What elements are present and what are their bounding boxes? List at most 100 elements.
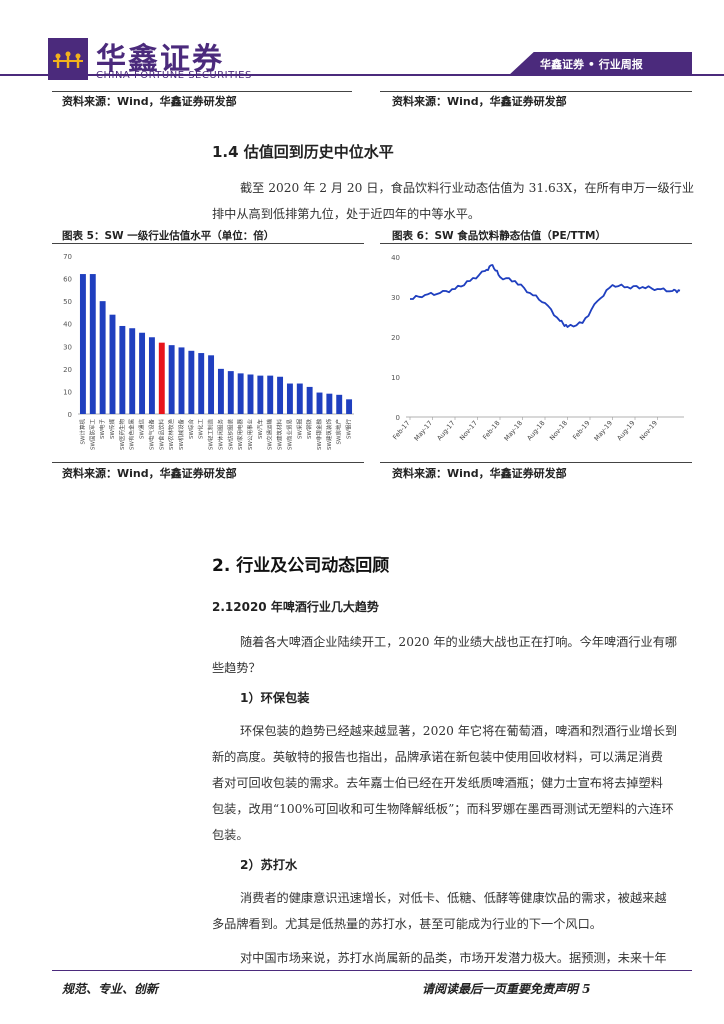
x-tick-label: May-18 <box>503 419 525 442</box>
source-note-left: 资料来源：Wind，华鑫证券研发部 <box>62 95 237 108</box>
figure-6-title: 图表 6：SW 食品饮料静态估值（PE/TTM） <box>392 230 606 242</box>
paragraph-line: 随着各大啤酒企业陆续开工，2020 年的业绩大战也正在打响。今年啤酒行业有哪 <box>240 635 678 649</box>
paragraph-line: 对中国市场来说，苏打水尚属新的品类，市场开发潜力极大。据预测，未来十年 <box>240 951 667 965</box>
x-tick-label: Feb-19 <box>571 419 591 441</box>
bar <box>158 342 165 414</box>
x-tick-label: SW商业贸易 <box>285 419 293 450</box>
paragraph-line: 截至 2020 年 2 月 20 日，食品饮料行业动态估值为 31.63X，在所… <box>240 181 695 195</box>
x-tick-label: Aug-19 <box>615 419 636 442</box>
bar <box>227 371 234 414</box>
paragraph-line: 包装，改用“100%可回收和可生物降解纸板”；而科罗娜在墨西哥测试无塑料的六连环 <box>212 802 674 816</box>
y-tick-label: 60 <box>63 276 72 284</box>
x-tick-label: SW轻工制造 <box>207 419 215 450</box>
figure-5-bottom-rule <box>52 462 364 463</box>
paragraph-line: 新的高度。英敏特的报告也指出，品牌承诺在新包装中使用回收材料，可以满足消费 <box>212 750 663 764</box>
x-tick-label: Nov-18 <box>548 419 569 442</box>
x-tick-label: Nov-17 <box>458 419 479 442</box>
bar <box>129 328 136 414</box>
bar <box>178 347 185 414</box>
x-tick-label: Aug-17 <box>435 419 456 442</box>
x-tick-label: Nov-19 <box>638 419 659 442</box>
section-2-heading: 2. 行业及公司动态回顾 <box>212 556 390 576</box>
source-note-right: 资料来源：Wind，华鑫证券研发部 <box>392 95 567 108</box>
x-tick-label: Feb-18 <box>481 419 501 441</box>
y-tick-label: 20 <box>391 334 400 342</box>
subsection-heading: 2.12020 年啤酒行业几大趋势 <box>212 600 379 614</box>
y-tick-label: 70 <box>63 253 72 261</box>
y-tick-label: 10 <box>63 388 72 396</box>
header-divider <box>0 74 724 76</box>
paragraph-line: 环保包装的趋势已经越来越显著，2020 年它将在葡萄酒，啤酒和烈酒行业增长到 <box>240 724 678 738</box>
x-tick-label: SW计算机 <box>78 419 86 445</box>
footer-disclaimer-note: 请阅读最后一页重要免责声明 5 <box>422 982 591 996</box>
bar <box>109 314 116 414</box>
x-tick-label: SW采掘 <box>295 419 303 439</box>
logo-figures-icon <box>53 51 83 68</box>
bar <box>326 393 333 414</box>
x-tick-label: SW银行 <box>345 419 353 439</box>
x-tick-label: SW交通运输 <box>266 419 274 450</box>
figure-6-source: 资料来源：Wind，华鑫证券研发部 <box>392 467 567 480</box>
y-tick-label: 10 <box>391 374 400 382</box>
x-tick-label: SW休闲服务 <box>216 419 224 450</box>
figure-6-top-rule <box>380 243 692 244</box>
bar <box>277 376 284 414</box>
y-tick-label: 30 <box>391 294 400 302</box>
bar <box>217 368 224 414</box>
bar <box>306 386 313 414</box>
source-divider-left <box>52 91 352 92</box>
figure-5-top-rule <box>52 243 364 244</box>
y-tick-label: 0 <box>396 414 400 422</box>
x-tick-label: SW有色金属 <box>128 419 136 450</box>
company-logo-mark <box>48 38 88 80</box>
y-tick-label: 0 <box>68 411 72 419</box>
x-tick-label: SW建筑装饰 <box>325 419 333 450</box>
bar <box>296 383 303 414</box>
logo-title: 华鑫证券 <box>96 42 224 77</box>
bar <box>208 355 215 414</box>
x-tick-label: SW电子 <box>98 419 106 439</box>
bar <box>247 374 254 414</box>
x-tick-label: SW医药生物 <box>118 419 126 450</box>
x-tick-label: Aug-18 <box>525 419 546 442</box>
bar <box>148 337 155 414</box>
bar <box>139 332 146 414</box>
x-tick-label: SW传媒 <box>108 419 116 439</box>
x-tick-label: SW汽车 <box>256 419 264 439</box>
x-tick-label: SW房地产 <box>335 419 343 445</box>
x-tick-label: May-19 <box>593 419 615 442</box>
y-tick-label: 40 <box>63 321 72 329</box>
x-tick-label: SW综合 <box>187 419 195 439</box>
bar <box>79 274 86 414</box>
figure-5-source: 资料来源：Wind，华鑫证券研发部 <box>62 467 237 480</box>
bar <box>316 392 323 414</box>
x-tick-label: SW机械设备 <box>177 419 185 450</box>
section-heading: 1.4 估值回到历史中位水平 <box>212 143 394 161</box>
bar <box>267 375 274 414</box>
point-1-heading: 1）环保包装 <box>240 691 310 705</box>
bar <box>188 350 195 414</box>
x-tick-label: SW家用电器 <box>236 419 244 450</box>
header-tab-label: 华鑫证券 • 行业周报 <box>540 58 643 71</box>
bar <box>89 274 96 414</box>
footer-divider <box>52 970 692 971</box>
bar <box>346 399 353 414</box>
figure-6-bottom-rule <box>380 462 692 463</box>
header-tab <box>508 52 692 76</box>
x-tick-label: SW非银金融 <box>315 419 323 450</box>
bar <box>198 353 205 414</box>
x-tick-label: SW国防军工 <box>88 419 96 450</box>
figure-5-bar-chart: 0 10 20 30 40 50 60 70 SW计算机 SW国防军工 SW电子 SW传媒 SW医药生物… <box>63 253 354 450</box>
x-tick-label: SW公用事业 <box>246 419 254 450</box>
paragraph-line: 包装。 <box>212 828 249 842</box>
x-tick-label: SW钢铁 <box>305 419 313 439</box>
paragraph-line: 消费者的健康意识迅速增长，对低卡、低糖、低酵等健康饮品的需求，被越来越 <box>240 891 667 905</box>
y-tick-label: 20 <box>63 366 72 374</box>
bar <box>237 373 244 414</box>
x-tick-label: SW食品饮料 <box>157 419 165 450</box>
bar <box>99 301 106 414</box>
footer-slogan: 规范、专业、创新 <box>62 982 159 996</box>
series-line <box>410 264 681 328</box>
bar <box>119 325 126 414</box>
